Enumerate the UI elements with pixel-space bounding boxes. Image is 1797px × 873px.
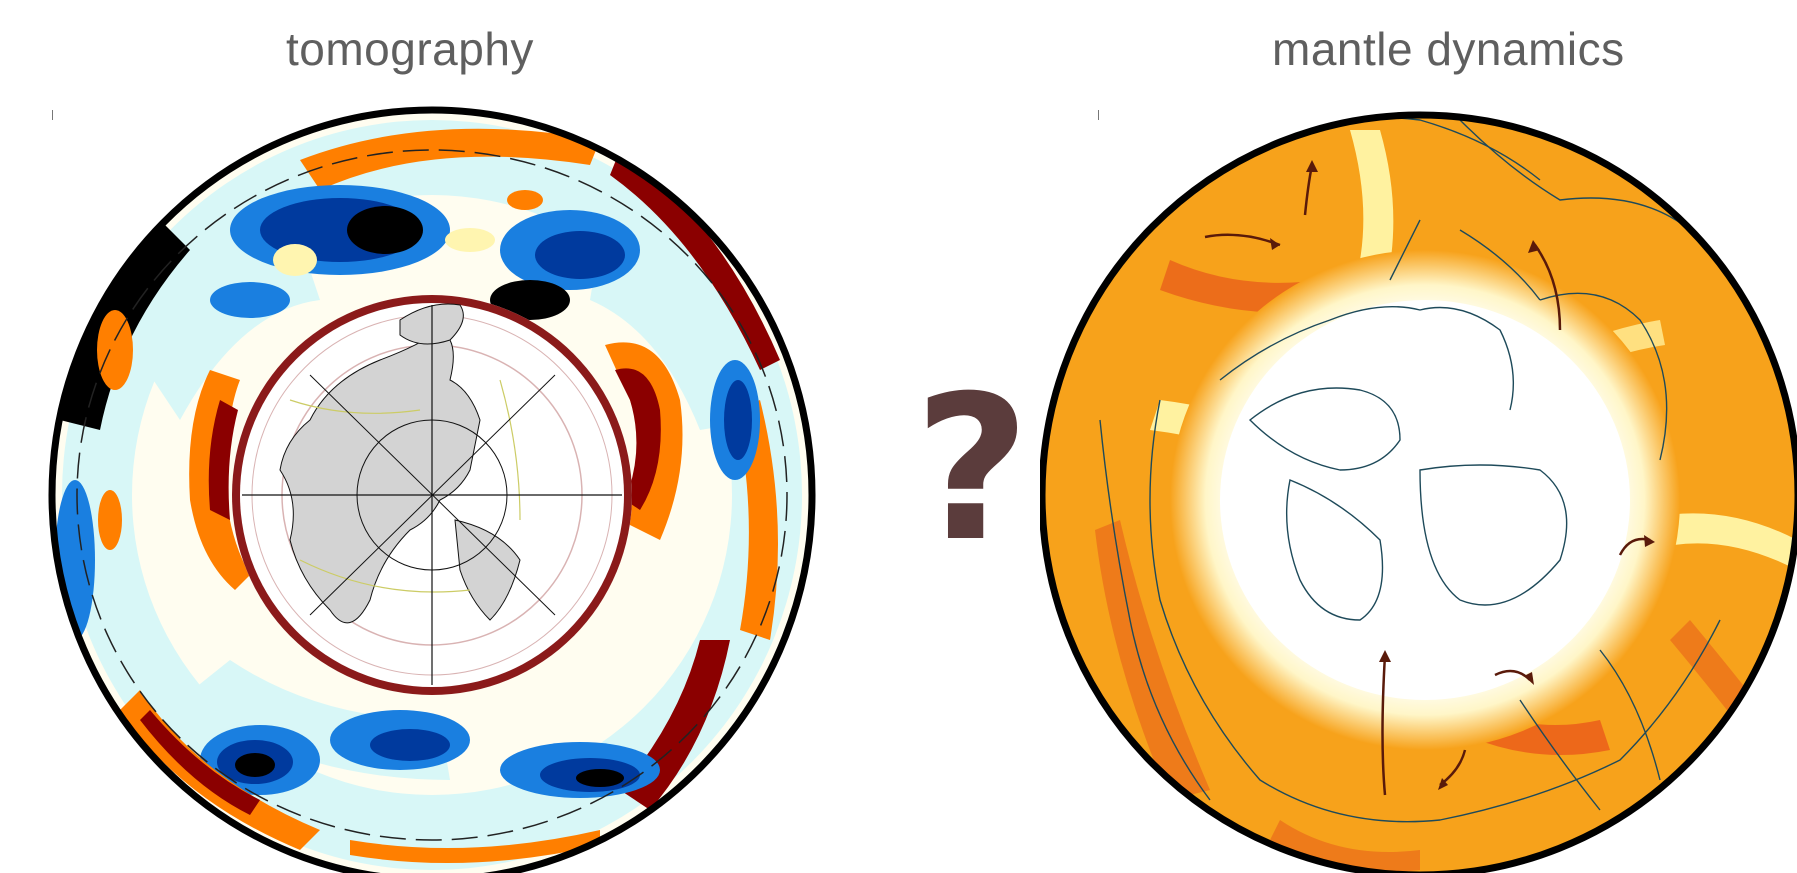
arrow-heads bbox=[1270, 160, 1655, 790]
coastlines bbox=[1099, 116, 1721, 823]
question-mark-icon: ? bbox=[914, 353, 1031, 586]
tomography-globe bbox=[48, 106, 816, 873]
mantle-temperature-field bbox=[1042, 115, 1797, 873]
corner-tick-right bbox=[1098, 110, 1099, 120]
mantle-dynamics-globe bbox=[1040, 111, 1797, 873]
mantle-dynamics-title: mantle dynamics bbox=[1272, 23, 1625, 75]
corner-tick-left bbox=[52, 110, 53, 120]
inner-polar-map bbox=[232, 295, 632, 695]
tomography-title: tomography bbox=[286, 23, 534, 75]
